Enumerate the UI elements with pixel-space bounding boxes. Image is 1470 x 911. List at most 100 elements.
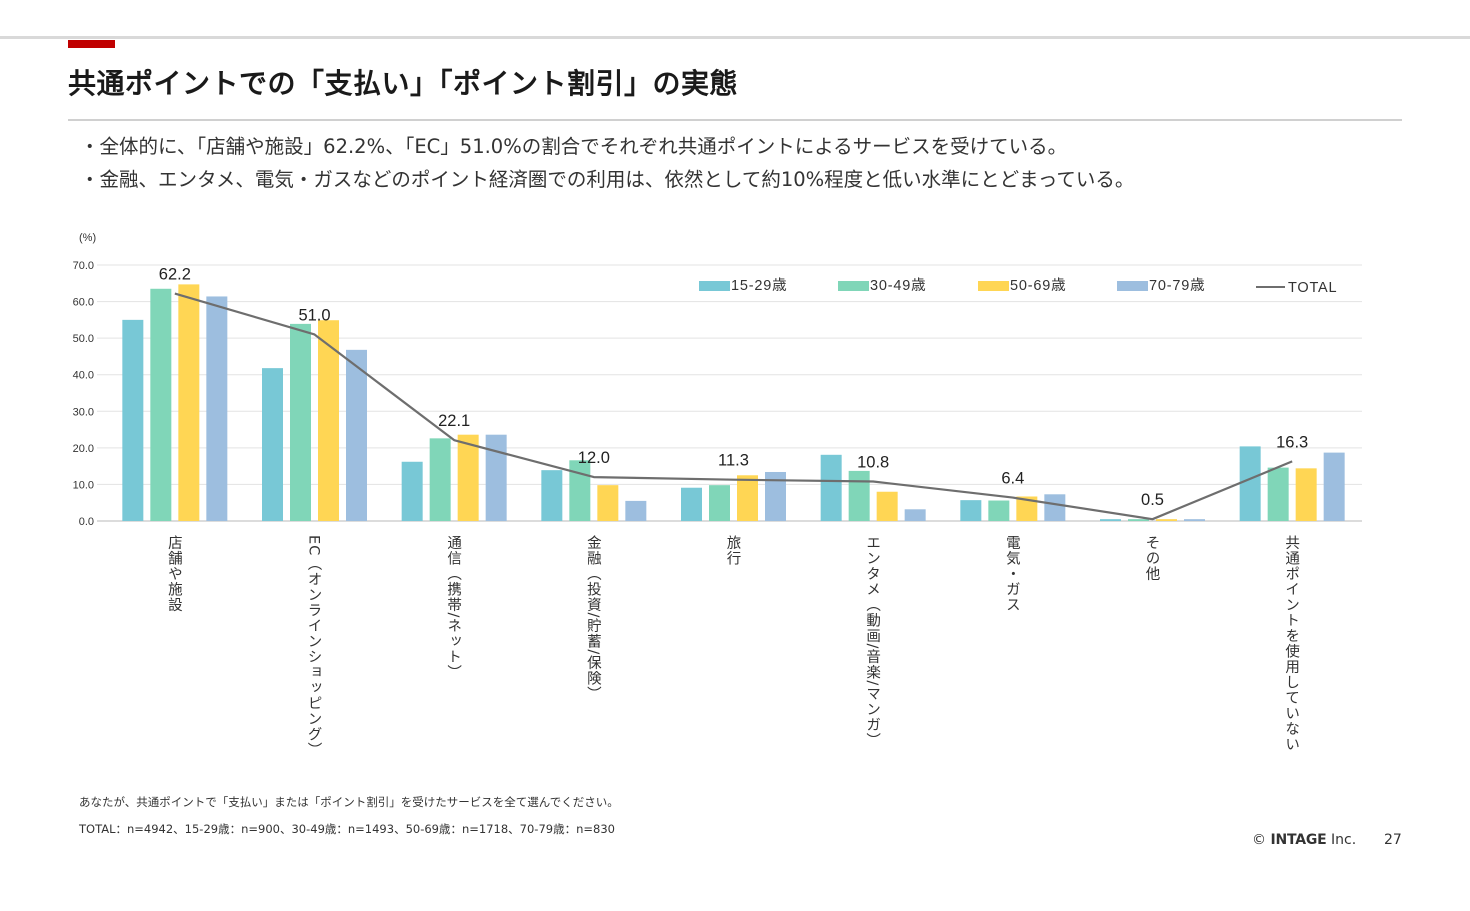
top-rule	[0, 36, 1470, 39]
bar-50-69歳	[457, 434, 479, 521]
summary-bullets: ・全体的に、「店舗や施設」62.2%、「EC」51.0%の割合でそれぞれ共通ポイ…	[80, 130, 1134, 196]
bar-15-29歳	[1239, 446, 1261, 521]
bar-70-79歳	[346, 349, 367, 521]
legend-label: 30-49歳	[870, 277, 926, 294]
y-tick-label: 0.0	[79, 516, 94, 528]
y-tick-label: 40.0	[73, 370, 94, 382]
total-data-label: 10.8	[857, 454, 889, 472]
total-data-label: 6.4	[1001, 470, 1024, 488]
bar-30-49歳	[1267, 467, 1289, 521]
slide-title: 共通ポイントでの「支払い」「ポイント割引」の実態	[68, 67, 739, 100]
legend-label: 50-69歳	[1010, 277, 1066, 294]
bar-15-29歳	[541, 470, 563, 521]
total-line-path	[174, 292, 1293, 521]
legend-item: 30-49歳	[838, 277, 926, 294]
x-category-label: 店舗や施設	[165, 535, 182, 613]
total-data-label: 12.0	[578, 449, 610, 467]
bar-50-69歳	[318, 320, 339, 521]
bar-30-49歳	[848, 470, 870, 521]
chart-container: 0.0 10.0 20.0 30.0 40.0 50.0 60.0 70.0 (%) 62.2…	[0, 220, 1470, 780]
bar-15-29歳	[681, 487, 702, 521]
title-accent-bar	[68, 40, 115, 48]
question-note: あなたが、共通ポイントで「支払い」または「ポイント割引」を受けたサービスを全て選…	[79, 795, 619, 809]
total-data-label: 16.3	[1276, 433, 1308, 451]
legend-swatch	[838, 281, 869, 291]
x-category-label: 共通ポイントを使用していない	[1283, 535, 1300, 752]
copyright: © INTAGE Inc.	[1252, 832, 1356, 848]
bar-30-49歳	[429, 438, 451, 521]
bar-70-79歳	[485, 434, 507, 521]
bars	[122, 284, 1345, 521]
bar-50-69歳	[1016, 496, 1038, 521]
bar-70-79歳	[206, 296, 228, 521]
total-data-label: 22.1	[438, 412, 470, 430]
x-category-label: その他	[1143, 535, 1160, 582]
bar-30-49歳	[1128, 519, 1149, 521]
y-tick-label: 10.0	[73, 479, 94, 491]
bar-30-49歳	[150, 288, 172, 521]
bar-30-49歳	[709, 485, 730, 521]
total-line	[174, 292, 1293, 521]
bar-50-69歳	[1295, 468, 1317, 521]
y-tick-label: 20.0	[73, 443, 94, 455]
legend-swatch	[978, 281, 1009, 291]
y-tick-label: 60.0	[73, 297, 94, 309]
bar-30-49歳	[290, 323, 311, 521]
bar-70-79歳	[1044, 494, 1066, 521]
sample-size-note: TOTAL：n=4942、15-29歳：n=900、30-49歳：n=1493、…	[79, 822, 615, 836]
company-name: INTAGE	[1270, 832, 1327, 848]
y-axis-unit-label: (%)	[79, 232, 96, 244]
bar-70-79歳	[625, 500, 647, 521]
bar-15-29歳	[401, 461, 423, 521]
copyright-icon: ©	[1252, 832, 1266, 848]
bar-50-69歳	[737, 475, 758, 521]
y-tick-label: 50.0	[73, 333, 94, 345]
legend-swatch	[1117, 281, 1148, 291]
legend-item: TOTAL	[1256, 280, 1337, 296]
legend-item: 50-69歳	[978, 277, 1066, 294]
bar-15-29歳	[262, 368, 283, 521]
y-axis-ticks: 0.0 10.0 20.0 30.0 40.0 50.0 60.0 70.0	[73, 260, 94, 528]
legend-label: TOTAL	[1288, 280, 1337, 296]
bar-line-chart: 0.0 10.0 20.0 30.0 40.0 50.0 60.0 70.0 (%) 62.2…	[73, 232, 1362, 528]
bar-15-29歳	[820, 454, 842, 521]
x-category-label: 電気・ガス	[1003, 535, 1020, 613]
bar-30-49歳	[569, 460, 591, 521]
x-category-label: 金融（投資/貯蓄/保険）	[584, 535, 601, 702]
page-number: 27	[1384, 832, 1402, 848]
legend-swatch	[699, 281, 730, 291]
total-data-label: 51.0	[298, 306, 330, 324]
y-tick-label: 30.0	[73, 406, 94, 418]
total-data-labels: 62.2 51.0 22.1 12.0 11.3 10.8 6.4 0.5 16.3	[159, 266, 1308, 510]
bar-15-29歳	[122, 319, 144, 521]
bar-50-69歳	[597, 485, 619, 521]
company-suffix: Inc.	[1331, 832, 1357, 848]
bar-30-49歳	[988, 500, 1010, 521]
x-category-label: 通信（携帯/ネット）	[445, 535, 462, 681]
bar-70-79歳	[1323, 452, 1345, 521]
y-tick-label: 70.0	[73, 260, 94, 272]
total-data-label: 62.2	[159, 266, 191, 284]
bar-15-29歳	[960, 500, 982, 521]
bullet-2: ・金融、エンタメ、電気・ガスなどのポイント経済圏での利用は、依然として約10%程…	[80, 168, 1135, 191]
bar-50-69歳	[178, 284, 200, 521]
total-data-label: 0.5	[1141, 491, 1164, 509]
legend-label: 70-79歳	[1149, 277, 1205, 294]
legend-item: 15-29歳	[699, 277, 787, 294]
bar-50-69歳	[876, 491, 898, 521]
bar-50-69歳	[1156, 519, 1177, 521]
legend: 15-29歳 30-49歳 50-69歳 70-79歳 TOTAL	[699, 277, 1337, 296]
total-data-label: 11.3	[718, 452, 749, 470]
title-divider	[68, 119, 1402, 121]
legend-item: 70-79歳	[1117, 277, 1205, 294]
bar-70-79歳	[904, 509, 926, 521]
bar-70-79歳	[765, 471, 786, 521]
bullet-1: ・全体的に、「店舗や施設」62.2%、「EC」51.0%の割合でそれぞれ共通ポイ…	[80, 135, 1068, 158]
x-category-label: エンタメ（動画/音楽/マンガ）	[864, 535, 881, 749]
bar-15-29歳	[1100, 519, 1121, 521]
legend-label: 15-29歳	[731, 277, 787, 294]
x-category-label: 旅行	[724, 535, 741, 566]
gridlines	[97, 264, 1362, 522]
bar-70-79歳	[1184, 519, 1205, 521]
x-category-label: EC（オンラインショッピング）	[305, 535, 322, 758]
